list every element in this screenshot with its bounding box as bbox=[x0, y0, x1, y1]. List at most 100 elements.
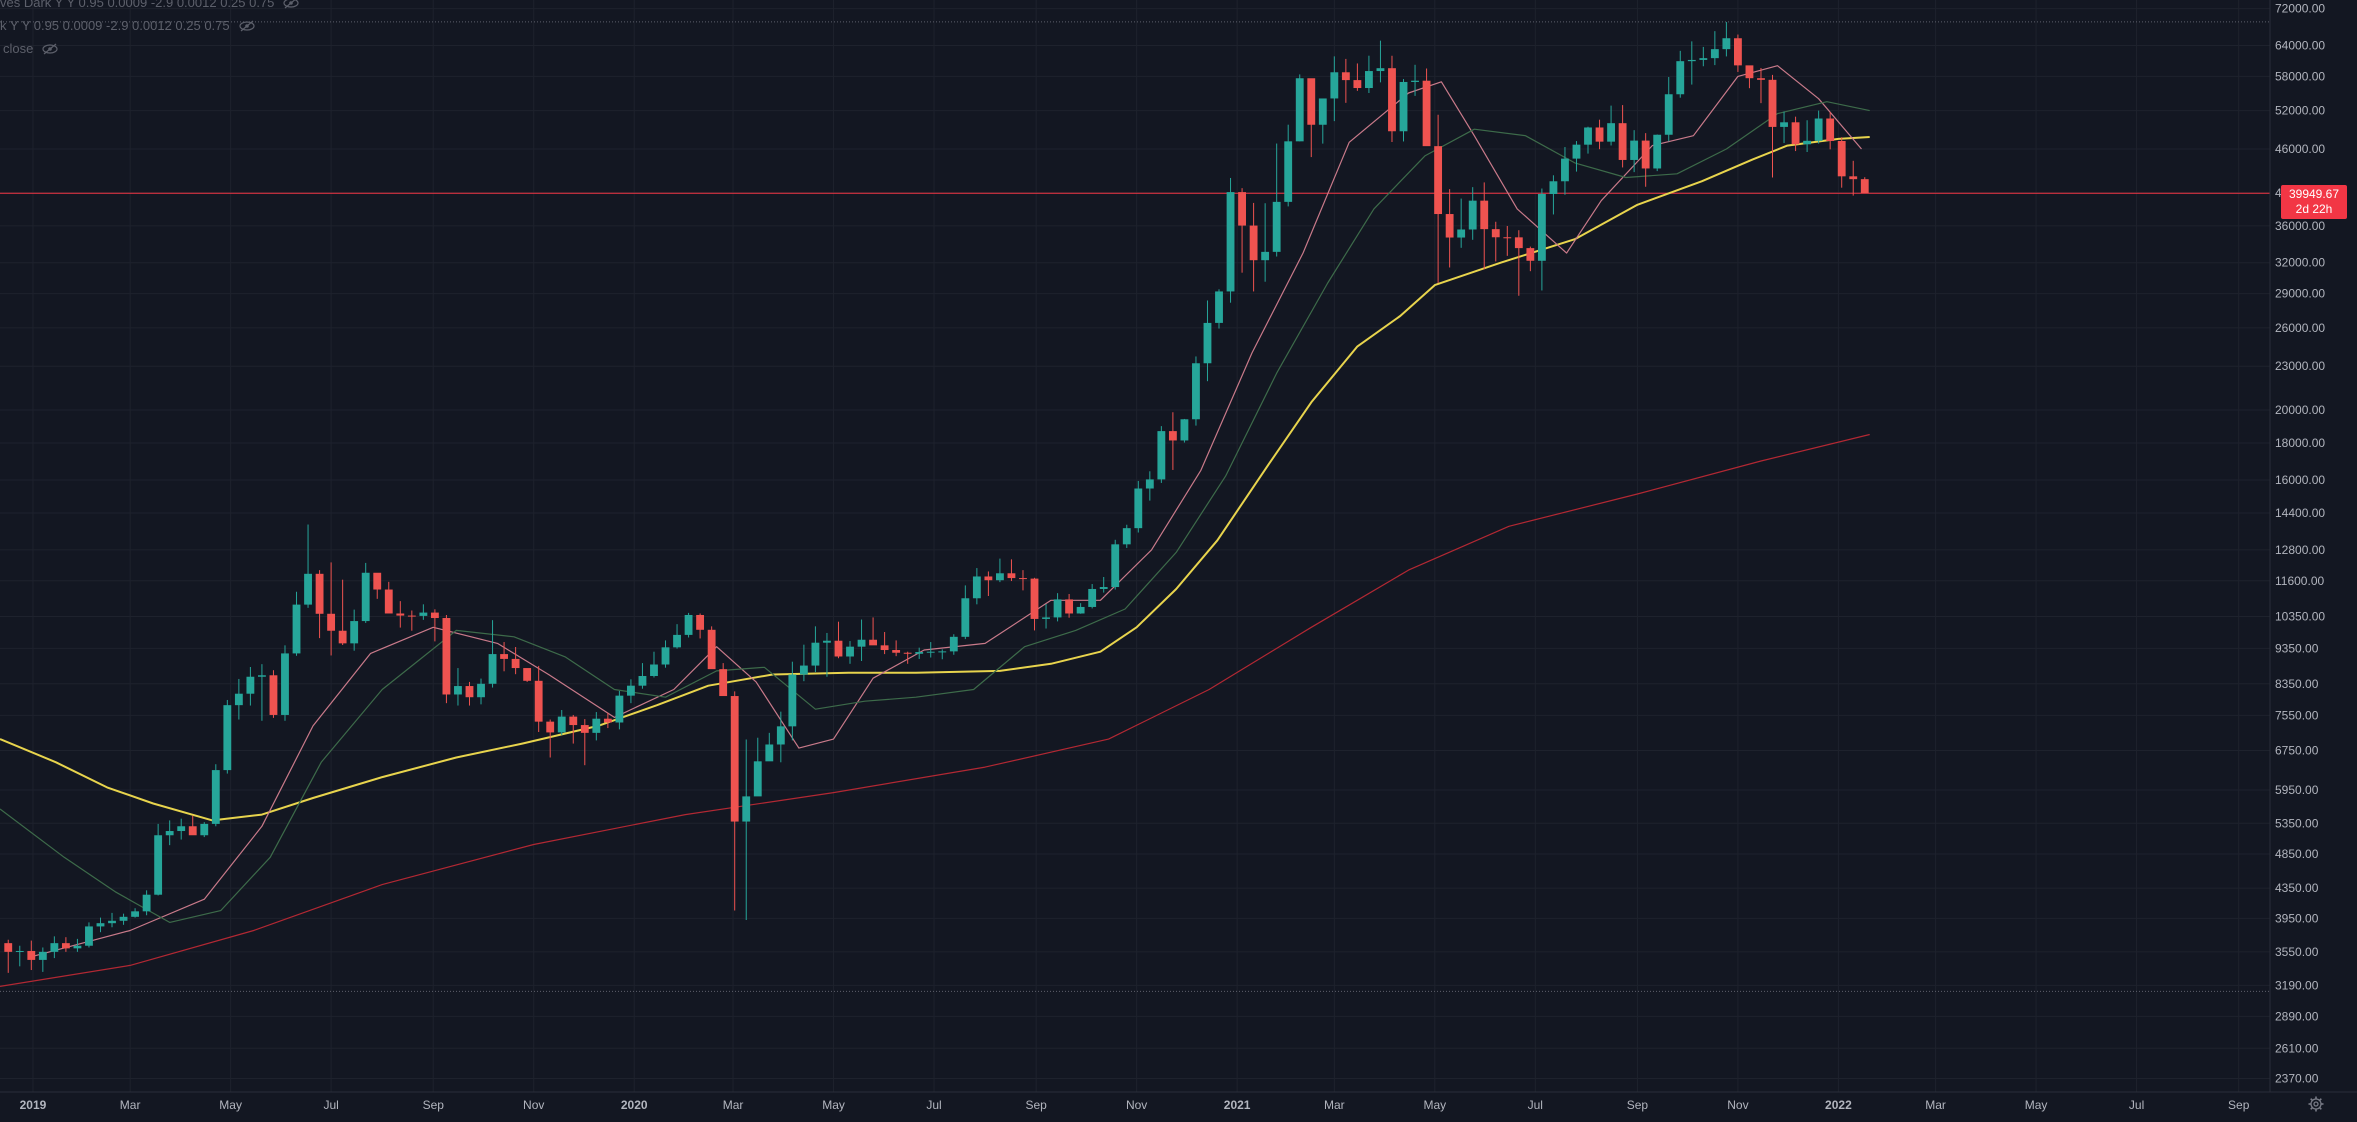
candle-body bbox=[546, 721, 555, 733]
candle-body bbox=[1111, 544, 1120, 588]
eye-off-icon[interactable] bbox=[282, 0, 300, 9]
candle-body bbox=[995, 573, 1004, 581]
x-tick-label: Jul bbox=[1528, 1098, 1543, 1112]
x-tick-label: 2019 bbox=[20, 1098, 47, 1112]
y-tick-label: 2610.00 bbox=[2275, 1041, 2319, 1055]
y-tick-label: 6750.00 bbox=[2275, 743, 2319, 757]
candle-body bbox=[1261, 251, 1270, 261]
y-tick-label: 9350.00 bbox=[2275, 641, 2319, 655]
candle-body bbox=[1860, 179, 1869, 194]
y-tick-label: 2890.00 bbox=[2275, 1009, 2319, 1023]
x-tick-label: May bbox=[1423, 1098, 1446, 1112]
candle-body bbox=[442, 618, 451, 695]
candle-body bbox=[1791, 122, 1800, 145]
candle-body bbox=[142, 894, 151, 912]
candle-body bbox=[1180, 419, 1189, 441]
y-tick-label: 23000.00 bbox=[2275, 359, 2325, 373]
y-tick-label: 7550.00 bbox=[2275, 708, 2319, 722]
y-tick-label: 18000.00 bbox=[2275, 436, 2325, 450]
candle-body bbox=[1757, 78, 1765, 80]
y-tick-label: 72000.00 bbox=[2275, 2, 2325, 16]
eye-off-icon[interactable] bbox=[238, 20, 256, 32]
indicator-legend-label: k Y Y 0.95 0.0009 -2.9 0.0012 0.25 0.75 bbox=[0, 18, 230, 33]
candle-body bbox=[799, 665, 808, 675]
candle-body bbox=[1618, 123, 1627, 160]
candle-body bbox=[1053, 599, 1062, 618]
y-tick-label: 4850.00 bbox=[2275, 847, 2319, 861]
candle-body bbox=[38, 951, 47, 960]
y-tick-label: 29000.00 bbox=[2275, 287, 2325, 301]
y-tick-label: 58000.00 bbox=[2275, 69, 2325, 83]
candle-body bbox=[1549, 181, 1558, 194]
bar-countdown: 2d 22h bbox=[2295, 202, 2333, 216]
indicator-legend-3[interactable]: close bbox=[3, 41, 59, 56]
candle-body bbox=[465, 686, 474, 698]
candle-body bbox=[1710, 49, 1719, 59]
candle-body bbox=[223, 705, 232, 771]
candle-body bbox=[961, 598, 970, 637]
gear-icon[interactable] bbox=[2308, 1096, 2324, 1112]
candle-body bbox=[1699, 58, 1708, 60]
candle-body bbox=[1238, 192, 1246, 226]
candle-body bbox=[361, 572, 370, 622]
x-tick-label: Nov bbox=[523, 1098, 544, 1112]
candle-body bbox=[534, 680, 543, 722]
eye-off-icon[interactable] bbox=[41, 43, 59, 55]
candle-body bbox=[1491, 229, 1500, 238]
candle-body bbox=[269, 675, 278, 715]
y-tick-label: 10350.00 bbox=[2275, 609, 2325, 623]
candle-body bbox=[50, 943, 59, 952]
moving-average-line bbox=[32, 65, 1862, 957]
candle-body bbox=[938, 651, 947, 653]
candle-body bbox=[304, 573, 312, 605]
candle-body bbox=[696, 614, 705, 630]
candle-body bbox=[177, 826, 186, 832]
candle-body bbox=[1307, 78, 1316, 125]
x-tick-label: May bbox=[2025, 1098, 2048, 1112]
candle-body bbox=[477, 683, 485, 698]
candle-body bbox=[1780, 122, 1788, 127]
indicator-legend-1[interactable]: ves Dark Y Y 0.95 0.0009 -2.9 0.0012 0.2… bbox=[0, 0, 300, 10]
candle-body bbox=[1503, 237, 1512, 239]
candle-body bbox=[869, 639, 877, 646]
y-tick-label: 16000.00 bbox=[2275, 473, 2325, 487]
candle-body bbox=[719, 669, 728, 697]
candle-body bbox=[119, 916, 128, 921]
candle-body bbox=[1088, 588, 1097, 607]
candle-body bbox=[1445, 214, 1454, 238]
candle-body bbox=[281, 653, 289, 715]
candle-body bbox=[1134, 488, 1143, 529]
candle-body bbox=[1722, 38, 1731, 50]
candle-body bbox=[396, 613, 405, 616]
candle-body bbox=[603, 718, 612, 723]
candle-body bbox=[592, 718, 601, 733]
candle-body bbox=[1065, 599, 1074, 614]
y-tick-label: 64000.00 bbox=[2275, 39, 2325, 53]
y-tick-label: 26000.00 bbox=[2275, 321, 2325, 335]
indicator-legend-2[interactable]: k Y Y 0.95 0.0009 -2.9 0.0012 0.25 0.75 bbox=[0, 18, 256, 33]
candle-body bbox=[972, 576, 981, 599]
candle-body bbox=[200, 823, 209, 836]
candle-body bbox=[1122, 528, 1131, 545]
candle-body bbox=[1826, 118, 1835, 141]
horizontal-levels bbox=[0, 21, 2270, 992]
candle-body bbox=[327, 613, 336, 631]
candle-body bbox=[834, 640, 843, 657]
candle-body bbox=[1768, 79, 1777, 127]
candle-body bbox=[684, 614, 693, 635]
candle-body bbox=[1192, 363, 1200, 420]
candle-body bbox=[292, 604, 301, 654]
candle-body bbox=[500, 654, 508, 659]
x-tick-label: Jul bbox=[926, 1098, 941, 1112]
y-tick-label: 46000.00 bbox=[2275, 142, 2325, 156]
candle-body bbox=[4, 943, 13, 952]
candle-body bbox=[523, 668, 532, 681]
x-tick-label: Mar bbox=[723, 1098, 744, 1112]
y-tick-label: 4350.00 bbox=[2275, 881, 2319, 895]
x-tick-label: Nov bbox=[1727, 1098, 1748, 1112]
candle-body bbox=[1341, 72, 1350, 81]
candle-body bbox=[1687, 59, 1696, 62]
